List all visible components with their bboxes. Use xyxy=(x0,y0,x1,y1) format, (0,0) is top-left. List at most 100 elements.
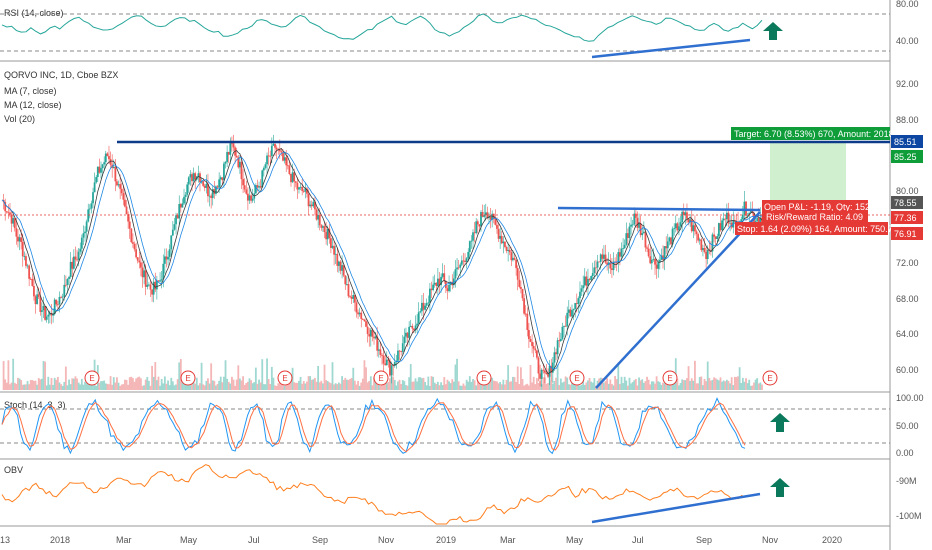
candle-body xyxy=(421,302,423,312)
pnl-label[interactable]: Open P&L: -1.19, Qty: 152 xyxy=(762,200,870,213)
volume-bar xyxy=(275,385,278,390)
volume-bar xyxy=(72,378,75,390)
volume-bar xyxy=(385,382,388,390)
candle-body xyxy=(344,275,347,285)
candle-body xyxy=(473,232,476,234)
candle-body xyxy=(215,186,217,194)
volume-bar xyxy=(545,383,548,390)
stop-label[interactable]: Stop: 1.64 (2.09%) 164, Amount: 750.72 xyxy=(735,222,898,235)
candle-body xyxy=(641,233,644,236)
candle-body xyxy=(155,280,158,290)
volume-bar xyxy=(700,376,703,390)
candle-body xyxy=(157,280,160,282)
candle-body xyxy=(353,294,356,303)
volume-bar xyxy=(25,384,27,390)
price-tick-60: 60.00 xyxy=(896,365,919,375)
volume-bar xyxy=(108,384,110,390)
candle-body xyxy=(355,302,358,313)
triangle-bottom-line[interactable] xyxy=(595,211,761,389)
candle-body xyxy=(331,245,334,248)
price-pane[interactable]: QORVO INC, 1D, Cboe BZX MA (7, close) MA… xyxy=(0,70,923,390)
triangle-top-line[interactable] xyxy=(557,206,761,212)
volume-bar xyxy=(37,378,40,390)
volume-bar xyxy=(314,377,316,390)
earnings-marker: E xyxy=(476,370,492,386)
volume-bar xyxy=(290,378,292,390)
candle-body xyxy=(489,216,492,220)
candle-body xyxy=(184,194,187,197)
volume-bar xyxy=(662,382,664,390)
volume-bar xyxy=(320,380,323,390)
volume-bar xyxy=(213,380,216,390)
volume-bar xyxy=(61,385,64,390)
candle-body xyxy=(435,282,438,286)
candle-body xyxy=(432,284,434,291)
candle-body xyxy=(663,246,666,261)
volume-bar xyxy=(746,383,749,390)
volume-bar xyxy=(512,376,514,390)
candle-body xyxy=(216,186,219,188)
obv-pane[interactable]: OBV -90M -100M xyxy=(1,464,922,525)
volume-bar xyxy=(221,382,224,390)
volume-bar xyxy=(690,378,693,390)
volume-bar xyxy=(50,377,53,390)
candle-body xyxy=(138,260,141,263)
candle-body xyxy=(674,223,677,229)
candle-body xyxy=(526,313,529,331)
candle-body xyxy=(224,161,227,164)
candle-body xyxy=(207,183,209,197)
rr-label[interactable]: Risk/Reward Ratio: 4.09 xyxy=(762,211,868,222)
indicator-ma7: MA (7, close) xyxy=(4,86,57,96)
candle-body xyxy=(306,188,308,194)
volume-bar xyxy=(480,383,482,390)
candle-body xyxy=(352,294,355,299)
candle-body xyxy=(500,235,503,244)
volume-bar xyxy=(88,381,91,390)
volume-bar xyxy=(66,385,69,390)
candle-body xyxy=(106,153,109,157)
candle-body xyxy=(299,186,302,188)
candle-body xyxy=(88,208,91,210)
volume-bar xyxy=(757,383,760,390)
x-tick-2019: 2019 xyxy=(436,535,456,545)
volume-bar xyxy=(713,377,716,390)
svg-text:77.36: 77.36 xyxy=(894,213,917,223)
rsi-pane[interactable]: RSI (14, close) 80.00 40.00 xyxy=(0,0,919,59)
candle-body xyxy=(112,166,115,169)
volume-bar xyxy=(406,385,409,390)
volume-bar xyxy=(127,384,130,390)
volume-bar xyxy=(328,382,331,390)
stoch-tick-100: 100.00 xyxy=(896,393,924,403)
candle-body xyxy=(293,172,296,182)
target-zone[interactable] xyxy=(770,142,846,208)
volume-bar xyxy=(18,378,21,390)
candle-body xyxy=(649,256,652,264)
stoch-pane[interactable]: Stoch (14, 3, 3) 100.00 50.00 0.00 xyxy=(0,393,924,458)
volume-bar xyxy=(612,385,615,390)
volume-bar xyxy=(178,362,181,390)
candle-body xyxy=(512,257,514,261)
candle-body xyxy=(411,325,414,329)
candle-body xyxy=(84,231,86,234)
volume-bar xyxy=(326,381,329,390)
candle-body xyxy=(756,217,759,222)
candle-body xyxy=(377,349,380,351)
candle-body xyxy=(746,215,749,217)
volume-bar xyxy=(491,377,494,390)
volume-bar xyxy=(243,384,246,390)
candle-body xyxy=(743,201,746,215)
volume-bar xyxy=(231,376,233,390)
target-label[interactable]: Target: 6.70 (8.53%) 670, Amount: 2018.4 xyxy=(731,127,901,140)
svg-text:Risk/Reward Ratio: 4.09: Risk/Reward Ratio: 4.09 xyxy=(766,212,863,222)
volume-bar xyxy=(144,379,147,390)
candle-body xyxy=(714,236,717,239)
volume-bar xyxy=(604,381,607,390)
volume-bar xyxy=(563,381,565,390)
volume-bar xyxy=(267,379,270,390)
svg-text:E: E xyxy=(378,374,383,383)
svg-text:E: E xyxy=(767,374,772,383)
x-tick-2018: 2018 xyxy=(50,535,70,545)
candle-body xyxy=(103,162,106,165)
candle-body xyxy=(360,312,363,319)
candle-body xyxy=(187,177,190,185)
